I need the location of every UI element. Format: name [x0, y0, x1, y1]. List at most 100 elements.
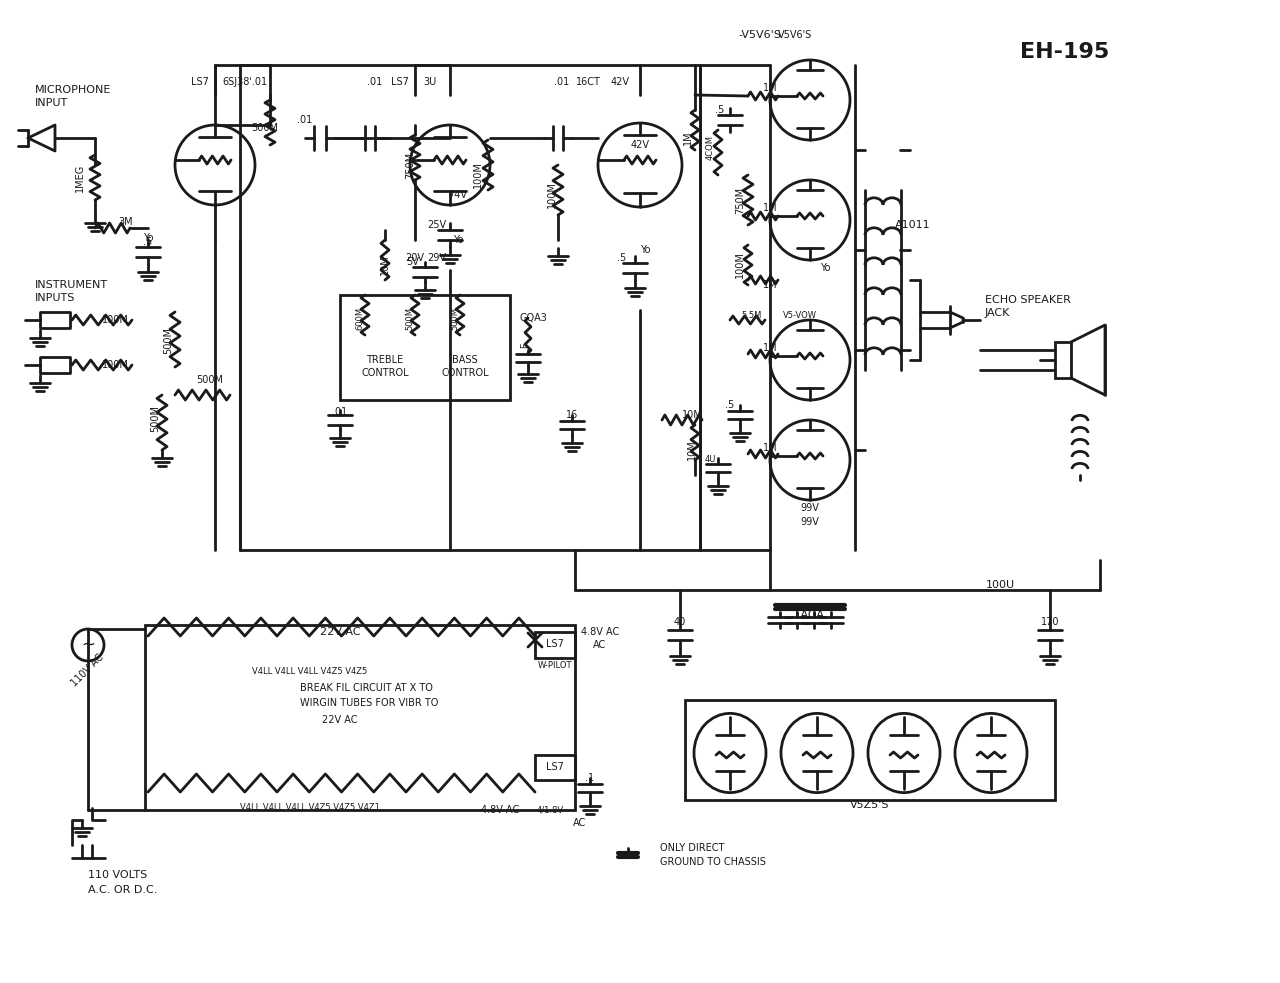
Text: 500M: 500M: [163, 326, 173, 354]
Text: .1: .1: [585, 773, 595, 783]
Text: 3M: 3M: [118, 217, 133, 227]
Text: ECHO SPEAKER: ECHO SPEAKER: [986, 295, 1071, 305]
Text: TREBLE: TREBLE: [366, 355, 403, 365]
Text: GROUND TO CHASSIS: GROUND TO CHASSIS: [660, 857, 765, 867]
Bar: [1055, 342, 1071, 378]
Text: 42V: 42V: [631, 140, 649, 150]
Text: Yo: Yo: [819, 263, 831, 273]
Text: 4/1.8V: 4/1.8V: [536, 805, 563, 815]
Text: .01: .01: [297, 115, 312, 125]
Text: 1M: 1M: [763, 343, 777, 353]
Text: .01: .01: [367, 77, 383, 87]
Text: Yo: Yo: [453, 235, 463, 245]
Text: 100U: 100U: [986, 580, 1015, 590]
Text: 100M: 100M: [101, 315, 128, 325]
Text: 74V: 74V: [448, 190, 467, 200]
Text: INSTRUMENT: INSTRUMENT: [35, 280, 108, 290]
Text: 5.5M: 5.5M: [742, 311, 762, 319]
Text: 42V: 42V: [611, 77, 630, 87]
Text: BASS: BASS: [452, 355, 477, 365]
Text: 1M: 1M: [684, 131, 692, 145]
Text: 500M: 500M: [150, 404, 160, 432]
Text: AC: AC: [573, 818, 586, 828]
Text: .5: .5: [617, 253, 627, 263]
Text: 99V: 99V: [800, 517, 819, 527]
Text: .01: .01: [554, 77, 570, 87]
Bar: [535, 632, 575, 658]
Text: CONTROL: CONTROL: [361, 368, 408, 378]
Text: 20V: 20V: [406, 253, 425, 263]
Text: 16CT: 16CT: [576, 77, 600, 87]
Text: 5V: 5V: [407, 257, 420, 267]
Bar: [685, 700, 1055, 800]
Bar: [340, 295, 509, 400]
Text: 3U: 3U: [424, 77, 436, 87]
Text: V4LL V4LL V4LL V4Z5 V4Z5 V4Z1: V4LL V4LL V4LL V4Z5 V4Z5 V4Z1: [241, 803, 380, 813]
Text: EH-195: EH-195: [1020, 42, 1110, 62]
Text: 4.8V AC: 4.8V AC: [581, 627, 620, 637]
Text: 25V: 25V: [428, 220, 447, 230]
Bar: [145, 625, 575, 810]
Text: 16: 16: [566, 410, 579, 420]
Text: V5Z5'S: V5Z5'S: [850, 800, 890, 810]
Text: INPUT: INPUT: [35, 98, 68, 108]
Text: 40: 40: [673, 617, 686, 627]
Text: 750M: 750M: [735, 187, 745, 213]
Text: 4COM: 4COM: [705, 136, 714, 160]
Text: 500M: 500M: [197, 375, 224, 385]
Text: 1M: 1M: [763, 443, 777, 453]
Text: 99V: 99V: [800, 503, 819, 513]
Text: 110V AC: 110V AC: [70, 652, 106, 688]
Text: 10M: 10M: [682, 410, 703, 420]
Text: 750M: 750M: [404, 151, 415, 179]
Text: A.C. OR D.C.: A.C. OR D.C.: [88, 885, 157, 895]
Text: AC: AC: [594, 640, 607, 650]
Text: 29V: 29V: [428, 253, 447, 263]
Text: 500M: 500M: [451, 307, 460, 329]
Text: A1011: A1011: [895, 220, 931, 230]
Text: 170: 170: [1041, 617, 1060, 627]
Text: 600M: 600M: [356, 307, 365, 329]
Text: GQA3: GQA3: [520, 313, 548, 323]
Text: 1M: 1M: [763, 280, 777, 290]
Text: -V5V6'S: -V5V6'S: [739, 30, 781, 40]
Text: LS7: LS7: [547, 762, 564, 772]
Text: V4LL V4LL V4LL V4Z5 V4Z5: V4LL V4LL V4LL V4Z5 V4Z5: [252, 667, 367, 676]
Text: ONLY DIRECT: ONLY DIRECT: [660, 843, 724, 853]
Text: JACK: JACK: [986, 308, 1010, 318]
Text: LS7: LS7: [191, 77, 209, 87]
Text: .5: .5: [143, 237, 152, 247]
Text: 100M: 100M: [735, 252, 745, 278]
Text: V5V6'S: V5V6'S: [778, 30, 812, 40]
Text: W-PILOT: W-PILOT: [538, 661, 572, 669]
Text: 1MEG: 1MEG: [76, 164, 84, 192]
Text: .5: .5: [726, 400, 735, 410]
Text: 100M: 100M: [101, 360, 128, 370]
Text: 100M: 100M: [547, 182, 557, 208]
Text: ~: ~: [81, 636, 95, 654]
Text: CONTROL: CONTROL: [442, 368, 489, 378]
Text: INPUTS: INPUTS: [35, 293, 76, 303]
Text: 1M: 1M: [763, 83, 777, 93]
Text: LS7: LS7: [547, 639, 564, 649]
Text: 6SJ38'.01: 6SJ38'.01: [223, 77, 268, 87]
Text: 4.8V AC: 4.8V AC: [481, 805, 520, 815]
Text: BREAK FIL CIRCUIT AT X TO: BREAK FIL CIRCUIT AT X TO: [300, 683, 433, 693]
Text: LAOA: LAOA: [795, 610, 826, 620]
Text: 500M: 500M: [251, 123, 279, 133]
Text: V5-VOW: V5-VOW: [783, 311, 817, 319]
Text: E: E: [521, 342, 530, 348]
Text: .01: .01: [333, 407, 348, 417]
Text: 10M: 10M: [380, 255, 390, 275]
Text: 22V AC: 22V AC: [320, 627, 360, 637]
Text: .5: .5: [716, 105, 724, 115]
Text: LS7: LS7: [392, 77, 408, 87]
Text: 500M: 500M: [406, 307, 415, 329]
Text: MICROPHONE: MICROPHONE: [35, 85, 111, 95]
Text: 110 VOLTS: 110 VOLTS: [88, 870, 147, 880]
Text: 100M: 100M: [474, 161, 483, 189]
Text: Yo: Yo: [640, 245, 650, 255]
Bar: [535, 755, 575, 780]
Text: 22V AC: 22V AC: [323, 715, 357, 725]
Text: WIRGIN TUBES FOR VIBR TO: WIRGIN TUBES FOR VIBR TO: [300, 698, 438, 708]
